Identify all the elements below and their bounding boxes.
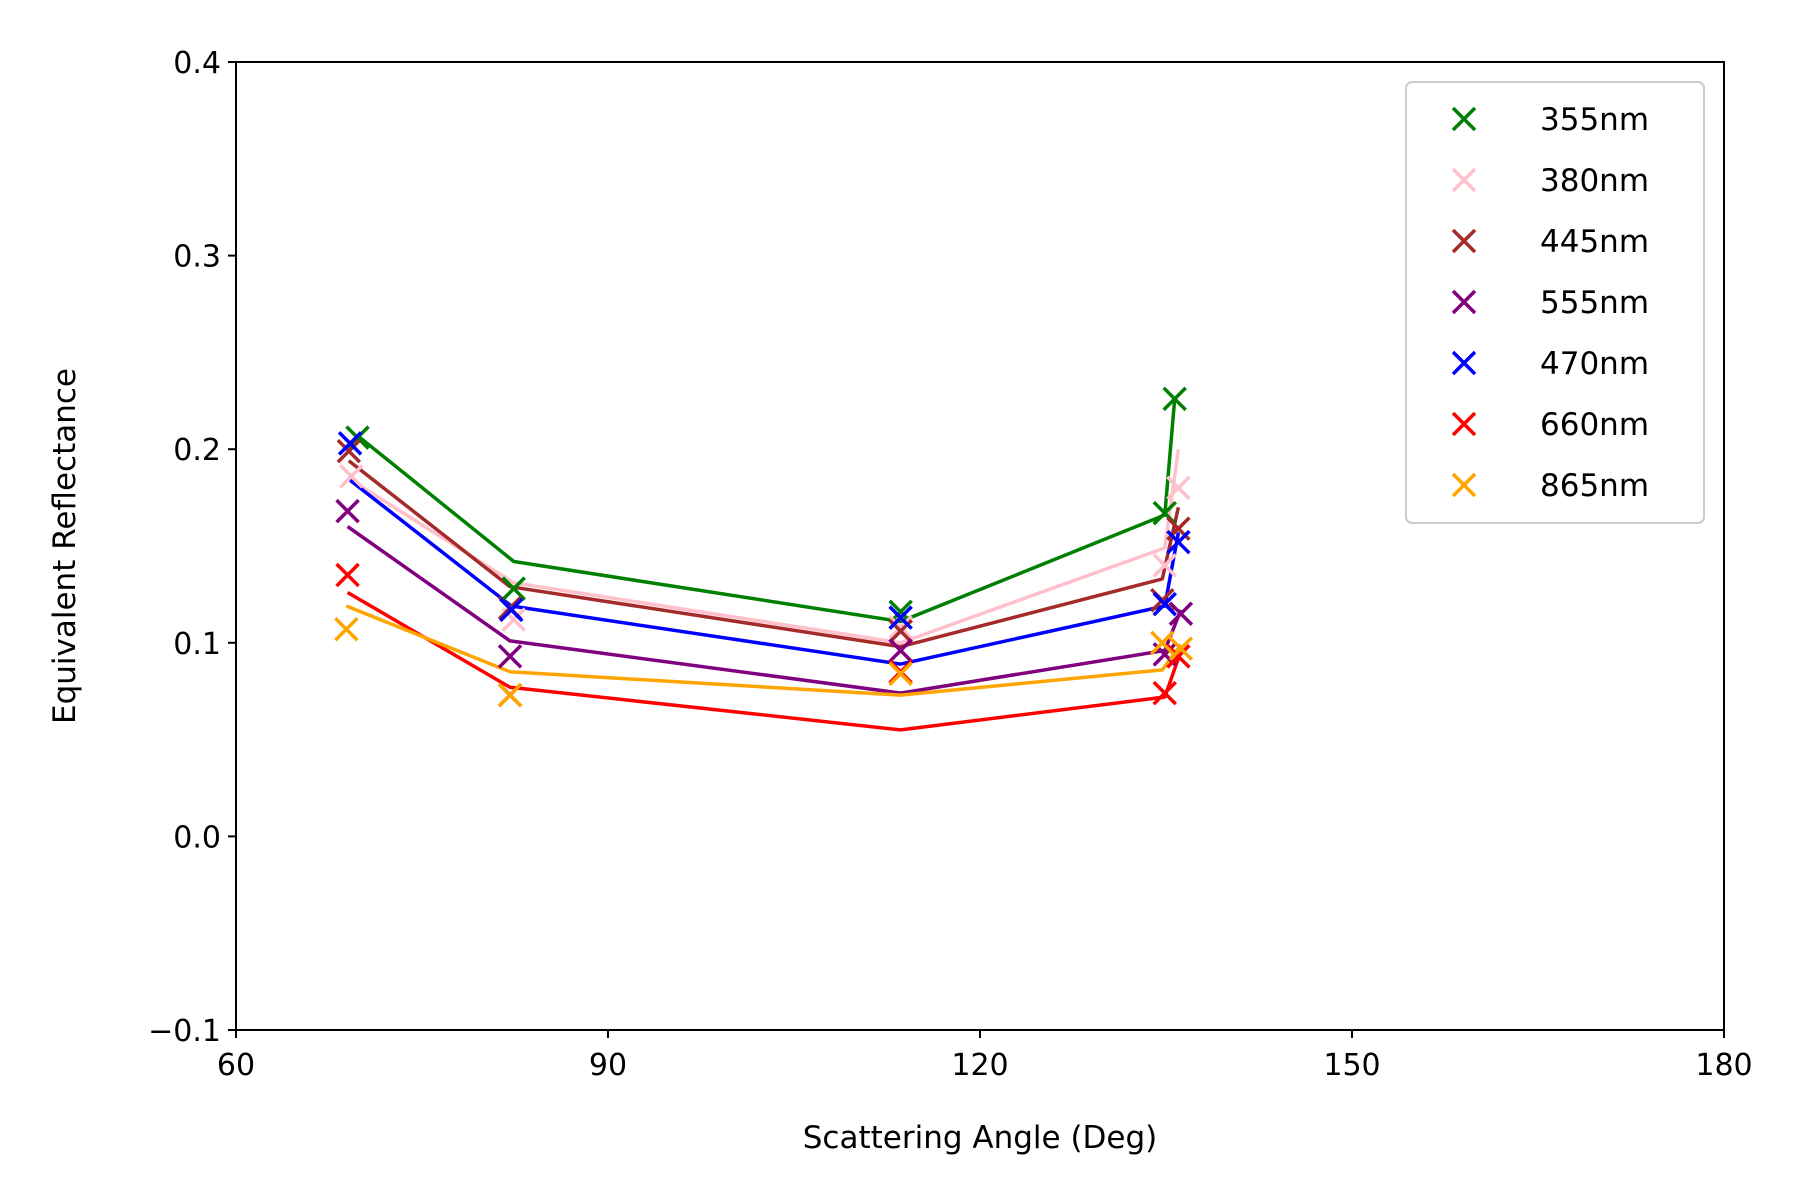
legend-marker: [1451, 167, 1477, 193]
legend-item-445nm: 445nm: [1451, 224, 1649, 260]
legend-marker: [1451, 289, 1477, 315]
data-point-380nm: [1152, 553, 1177, 578]
x-tick-label: 150: [1323, 1048, 1380, 1083]
data-point-660nm: [1166, 644, 1191, 669]
data-point-555nm: [888, 638, 913, 663]
data-point-555nm: [335, 498, 360, 524]
legend-item-380nm: 380nm: [1451, 163, 1649, 199]
fit-line-660nm: [346, 590, 1181, 732]
data-point-660nm: [335, 562, 360, 588]
fit-line-470nm: [349, 478, 1181, 666]
legend-label: 470nm: [1540, 346, 1649, 382]
data-point-865nm: [334, 617, 359, 642]
legend-item-470nm: 470nm: [1451, 346, 1649, 382]
legend-marker: [1451, 411, 1477, 437]
data-point-555nm: [1168, 601, 1194, 626]
legend-box: [1405, 81, 1705, 524]
legend-label: 660nm: [1540, 407, 1649, 443]
legend-marker: [1451, 350, 1477, 376]
data-point-355nm: [1162, 386, 1187, 412]
data-point-380nm: [888, 615, 913, 640]
data-point-470nm: [888, 605, 913, 630]
legend-label: 865nm: [1540, 468, 1649, 504]
legend-item-660nm: 660nm: [1451, 407, 1649, 443]
data-markers: [334, 386, 1194, 708]
x-tick-label: 60: [217, 1048, 255, 1083]
y-tick-label: 0.1: [173, 627, 221, 662]
y-tick-label: 0.2: [173, 433, 221, 468]
x-tick-label: 90: [589, 1048, 627, 1083]
y-axis-ticks: −0.1 0.0 0.1 0.2 0.3 0.4: [148, 46, 236, 1049]
x-tick-label: 180: [1695, 1048, 1752, 1083]
data-point-865nm: [497, 682, 523, 708]
legend-item-555nm: 555nm: [1451, 285, 1649, 321]
legend-label: 355nm: [1540, 102, 1649, 138]
legend-label: 555nm: [1540, 285, 1649, 321]
fit-lines: [345, 398, 1183, 732]
legend: 355nm 380nm 445nm 555nm 470nm 660nm 865nm: [1405, 81, 1705, 524]
legend-label: 445nm: [1540, 224, 1649, 260]
y-axis-label: Equivalent Reflectance: [47, 368, 83, 724]
data-point-380nm: [339, 464, 364, 489]
fit-line-865nm: [345, 604, 1183, 697]
y-tick-label: 0.3: [173, 240, 221, 275]
data-point-865nm: [1168, 636, 1194, 661]
legend-marker: [1451, 106, 1477, 132]
data-point-865nm: [888, 661, 913, 687]
data-point-470nm: [1152, 591, 1177, 617]
x-axis-ticks: 60 90 120 150 180: [217, 1030, 1753, 1083]
data-point-865nm: [1150, 630, 1175, 656]
legend-marker: [1451, 228, 1477, 254]
x-tick-label: 120: [951, 1048, 1008, 1083]
data-point-355nm: [501, 576, 526, 601]
fit-line-445nm: [347, 459, 1181, 649]
data-point-470nm: [1166, 529, 1191, 555]
data-point-445nm: [336, 438, 362, 464]
x-axis-label: Scattering Angle (Deg): [803, 1120, 1158, 1156]
legend-label: 380nm: [1540, 163, 1649, 199]
data-point-660nm: [1152, 680, 1177, 706]
y-tick-label: −0.1: [148, 1014, 221, 1049]
legend-item-865nm: 865nm: [1451, 468, 1649, 504]
legend-item-355nm: 355nm: [1451, 102, 1649, 138]
y-tick-label: 0.4: [173, 46, 221, 81]
y-tick-label: 0.0: [173, 820, 221, 855]
data-point-470nm: [337, 431, 363, 456]
data-point-380nm: [1166, 475, 1191, 501]
legend-marker: [1451, 472, 1477, 498]
data-point-470nm: [499, 597, 524, 623]
data-point-555nm: [497, 644, 523, 669]
